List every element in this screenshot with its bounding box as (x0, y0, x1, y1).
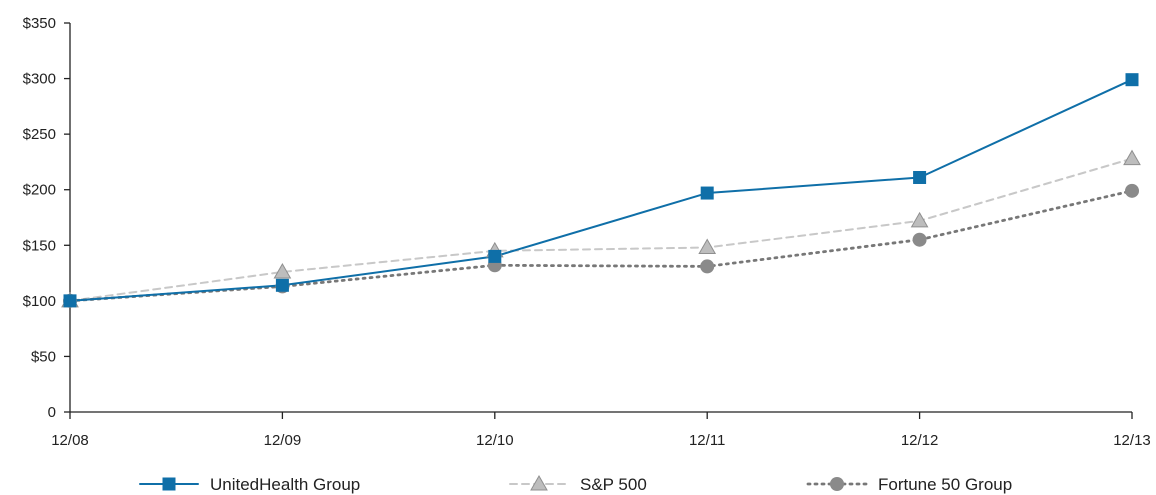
legend-item-1: S&P 500 (509, 474, 647, 494)
legend-label: S&P 500 (580, 475, 647, 494)
y-tick-label: 0 (48, 404, 56, 421)
data-point-2-5 (1125, 183, 1139, 198)
x-tick-label: 12/11 (689, 432, 725, 449)
legend-item-0: UnitedHealth Group (139, 475, 360, 494)
y-tick-label: $300 (23, 71, 56, 88)
legend-marker (830, 477, 844, 491)
data-point-0-5 (1125, 73, 1139, 87)
y-tick-label: $200 (23, 182, 56, 199)
legend-item-2: Fortune 50 Group (806, 475, 1012, 494)
series-markers (61, 73, 1141, 308)
data-point-0-4 (913, 170, 927, 184)
data-point-0-2 (488, 249, 502, 263)
legend-label: UnitedHealth Group (210, 475, 360, 494)
series-line-2 (68, 189, 1134, 303)
data-point-1-5 (1123, 149, 1141, 166)
data-point-0-1 (275, 278, 289, 292)
legend-label: Fortune 50 Group (878, 475, 1012, 494)
data-point-2-4 (912, 232, 927, 247)
data-point-1-4 (910, 211, 929, 228)
axes: 0 $50 $100 $150 $200 $250 $300 $350 12/08 12/09 12… (23, 15, 1151, 449)
series-line-1 (69, 157, 1133, 302)
legend-marker (530, 474, 548, 491)
x-tick-label: 12/12 (901, 432, 939, 449)
data-point-0-0 (63, 294, 77, 308)
data-point-1-3 (698, 238, 717, 255)
data-point-1-1 (273, 262, 292, 279)
y-tick-label: $350 (23, 15, 56, 32)
series-lines (68, 78, 1134, 303)
y-tick-label: $50 (31, 348, 56, 365)
series-line-0 (69, 78, 1133, 302)
y-tick-label: $150 (23, 237, 56, 254)
y-tick-label: $100 (23, 293, 56, 310)
data-point-0-3 (700, 186, 714, 200)
x-tick-label: 12/08 (51, 432, 89, 449)
legend: UnitedHealth Group S&P 500 Fortune 50 Grou… (139, 474, 1012, 494)
data-point-2-3 (700, 259, 715, 274)
y-tick-label: $250 (23, 126, 56, 143)
x-tick-label: 12/13 (1113, 432, 1151, 449)
legend-marker (162, 477, 176, 491)
x-tick-label: 12/09 (264, 432, 302, 449)
x-tick-label: 12/10 (476, 432, 514, 449)
